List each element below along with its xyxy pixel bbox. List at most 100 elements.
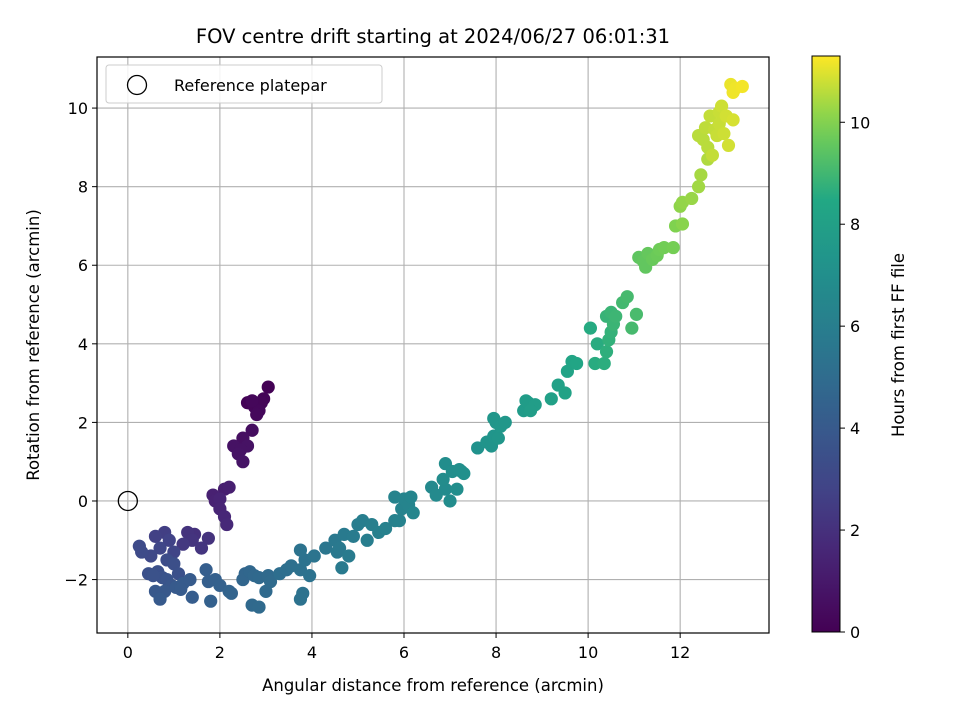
data-point xyxy=(523,404,538,418)
colorbar-ticks: 0 2 4 6 8 10 xyxy=(840,113,870,642)
y-tick-label: −2 xyxy=(64,571,88,590)
data-point xyxy=(735,79,749,94)
data-point xyxy=(153,592,167,606)
data-point xyxy=(153,541,167,555)
y-axis-label: Rotation from reference (arcmin) xyxy=(24,209,43,481)
data-point xyxy=(726,113,740,127)
data-point xyxy=(335,561,349,575)
data-point xyxy=(167,557,181,571)
data-point xyxy=(360,533,374,547)
data-point xyxy=(406,506,420,520)
data-point xyxy=(307,549,321,563)
data-point xyxy=(721,138,736,153)
data-point xyxy=(293,592,308,606)
y-tick-label: 2 xyxy=(78,413,88,432)
data-point xyxy=(171,567,186,581)
y-tick-label: 0 xyxy=(78,492,88,511)
data-point xyxy=(201,531,215,545)
colorbar-tick-label: 6 xyxy=(850,317,860,336)
data-point xyxy=(443,494,457,508)
data-point xyxy=(148,529,163,543)
data-point xyxy=(560,364,575,378)
data-point xyxy=(224,586,238,600)
data-point xyxy=(293,543,308,557)
data-point xyxy=(544,392,558,406)
legend-entry-label: Reference platepar xyxy=(174,76,327,95)
plot-frame xyxy=(96,56,770,634)
data-point xyxy=(457,466,471,481)
y-tick-label: 10 xyxy=(68,99,88,118)
data-point xyxy=(675,217,690,231)
data-point xyxy=(259,584,273,598)
data-point xyxy=(303,569,317,583)
y-tick-label: 8 xyxy=(78,178,88,197)
x-tick-label: 10 xyxy=(578,643,598,662)
data-point xyxy=(570,356,584,371)
data-point xyxy=(609,309,623,323)
colorbar xyxy=(811,55,841,633)
data-point xyxy=(590,337,604,351)
data-point xyxy=(261,380,275,394)
x-tick-label: 0 xyxy=(123,643,133,662)
data-point xyxy=(346,529,360,543)
colorbar-tick-label: 2 xyxy=(850,521,860,540)
data-point xyxy=(194,541,209,555)
data-point xyxy=(245,394,259,408)
x-tick-label: 8 xyxy=(491,643,501,662)
data-point xyxy=(220,517,234,532)
data-point xyxy=(250,407,264,422)
data-point xyxy=(620,290,634,304)
grid xyxy=(97,57,769,633)
data-point xyxy=(378,521,393,536)
data-point xyxy=(319,541,333,555)
data-point xyxy=(176,537,190,551)
colorbar-label: Hours from first FF file xyxy=(889,253,908,437)
data-point xyxy=(657,240,671,255)
data-point xyxy=(691,180,706,194)
data-point xyxy=(213,492,227,506)
data-point xyxy=(436,472,450,486)
data-point xyxy=(666,240,680,255)
data-point xyxy=(342,549,356,563)
data-point xyxy=(694,168,708,182)
data-point xyxy=(583,321,598,335)
data-point xyxy=(252,600,266,614)
legend-reference-marker xyxy=(126,74,148,96)
data-point xyxy=(199,563,213,577)
data-point xyxy=(245,423,259,437)
x-tick-label: 4 xyxy=(307,643,317,662)
data-point xyxy=(332,541,347,555)
data-point xyxy=(625,321,639,335)
data-point xyxy=(132,539,146,553)
data-point xyxy=(498,415,512,430)
data-point xyxy=(404,490,418,504)
data-point xyxy=(597,356,611,371)
colorbar-tick-label: 4 xyxy=(850,419,860,438)
reference-platepar-point xyxy=(117,490,138,512)
colorbar-tick-label: 0 xyxy=(850,623,860,642)
data-point xyxy=(588,356,602,371)
legend-box xyxy=(105,64,383,104)
x-tick-label: 12 xyxy=(670,643,690,662)
data-point xyxy=(685,191,699,206)
data-point xyxy=(599,345,614,359)
data-point xyxy=(491,431,505,445)
data-point xyxy=(204,594,218,608)
reference-marker xyxy=(117,490,138,512)
data-point xyxy=(236,455,250,469)
data-point xyxy=(146,569,160,583)
y-axis-ticks: −2 0 2 4 6 8 10 xyxy=(64,99,97,590)
data-point xyxy=(162,533,176,547)
data-point xyxy=(392,514,406,528)
data-point xyxy=(185,590,199,604)
data-point xyxy=(705,148,719,162)
y-tick-label: 6 xyxy=(78,256,88,275)
x-tick-label: 6 xyxy=(399,643,409,662)
data-point xyxy=(629,307,644,321)
data-point xyxy=(450,482,464,496)
data-point xyxy=(183,572,197,587)
colorbar-tick-label: 10 xyxy=(850,113,870,132)
colorbar-tick-label: 8 xyxy=(850,215,860,234)
data-point xyxy=(714,99,729,113)
